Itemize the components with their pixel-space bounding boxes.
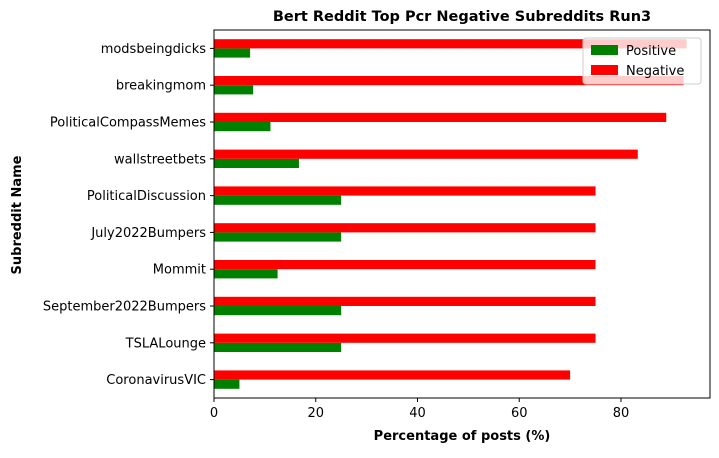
bar-negative-modsbeingdicks: [214, 39, 687, 49]
bar-negative-tslalounge: [214, 333, 596, 343]
legend-swatch-negative: [591, 65, 618, 75]
bars-layer: [214, 39, 687, 389]
bar-positive-wallstreetbets: [214, 158, 299, 168]
chart-title: Bert Reddit Top Pcr Negative Subreddits …: [273, 9, 651, 25]
y-tick-label: July2022Bumpers: [90, 226, 206, 241]
y-tick-label: TSLALounge: [125, 336, 206, 351]
y-tick-label: PoliticalDiscussion: [87, 189, 206, 204]
y-tick-label: PoliticalCompassMemes: [50, 116, 206, 131]
x-tick-label: 80: [613, 406, 630, 421]
bar-positive-july2022bumpers: [214, 232, 342, 242]
legend-label-negative: Negative: [626, 64, 684, 79]
bar-negative-mommit: [214, 260, 596, 270]
bar-negative-politicalcompassmemes: [214, 112, 667, 122]
x-tick-label: 0: [210, 406, 218, 421]
bar-positive-coronavirusvic: [214, 379, 240, 389]
legend-swatch-positive: [591, 45, 618, 55]
x-axis-label: Percentage of posts (%): [374, 429, 551, 444]
y-tick-label: September2022Bumpers: [43, 300, 206, 315]
y-tick-label: CoronavirusVIC: [106, 373, 206, 388]
y-tick-label: breakingmom: [116, 79, 206, 94]
bar-positive-tslalounge: [214, 342, 342, 352]
legend: Positive Negative: [582, 37, 702, 85]
bar-positive-breakingmom: [214, 85, 254, 95]
bar-negative-politicaldiscussion: [214, 186, 596, 196]
y-axis-label: Subreddit Name: [10, 155, 25, 274]
plot-frame: [213, 29, 711, 399]
y-tick-label: wallstreetbets: [114, 152, 206, 167]
x-tick-label: 40: [409, 406, 426, 421]
legend-label-positive: Positive: [626, 44, 676, 59]
x-tick-label: 20: [307, 406, 324, 421]
bar-positive-september2022bumpers: [214, 306, 342, 316]
bar-positive-politicaldiscussion: [214, 195, 342, 205]
bar-negative-wallstreetbets: [214, 149, 638, 159]
bar-positive-modsbeingdicks: [214, 48, 251, 58]
bar-negative-coronavirusvic: [214, 370, 571, 380]
bar-negative-september2022bumpers: [214, 296, 596, 306]
bar-positive-mommit: [214, 269, 278, 279]
bar-positive-politicalcompassmemes: [214, 122, 271, 132]
y-tick-label: modsbeingdicks: [101, 42, 207, 57]
y-tick-label: Mommit: [153, 263, 206, 278]
axes-layer: 0 20 40 60 80 CoronavirusVIC TSLALounge Septemb…: [43, 29, 711, 421]
x-tick-label: 60: [511, 406, 528, 421]
bar-negative-breakingmom: [214, 76, 684, 86]
bar-negative-july2022bumpers: [214, 223, 596, 233]
